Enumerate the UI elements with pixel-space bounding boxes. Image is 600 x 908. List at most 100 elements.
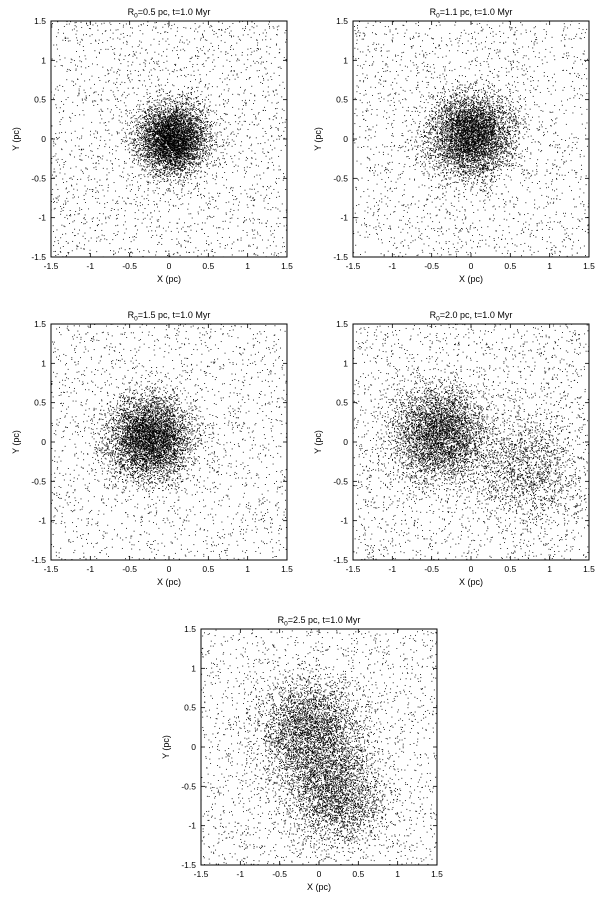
data-point (180, 121, 182, 123)
data-point (211, 152, 213, 154)
data-point (167, 167, 169, 169)
data-point (177, 127, 179, 129)
data-point (158, 133, 159, 135)
data-point (186, 144, 188, 146)
data-point (188, 131, 190, 133)
data-point (170, 144, 172, 146)
data-point (193, 148, 195, 150)
data-point (187, 123, 189, 125)
data-point (193, 152, 195, 154)
data-point (194, 108, 196, 110)
data-point (147, 133, 149, 135)
data-point (165, 161, 167, 162)
data-point (138, 139, 140, 141)
data-point (160, 113, 161, 115)
data-point (172, 135, 174, 137)
data-point (203, 133, 205, 134)
data-point (170, 141, 171, 143)
data-point (127, 144, 129, 146)
data-point (184, 126, 186, 128)
data-point (176, 144, 178, 146)
data-point (136, 138, 138, 140)
data-point (198, 149, 200, 151)
data-point (170, 126, 172, 128)
data-point (152, 123, 154, 125)
data-point (148, 121, 150, 123)
data-point (194, 158, 196, 160)
data-point (201, 127, 203, 129)
data-point (169, 145, 171, 147)
data-point (149, 134, 151, 135)
data-point (178, 121, 180, 123)
data-point (206, 112, 208, 114)
data-point (147, 174, 149, 176)
data-point (170, 103, 172, 105)
data-point (159, 139, 160, 140)
data-point (179, 128, 180, 130)
data-point (159, 138, 161, 140)
data-point (189, 140, 191, 141)
data-point (131, 138, 133, 140)
data-point (171, 144, 173, 146)
data-point (147, 131, 149, 133)
data-point (193, 118, 194, 120)
data-point (147, 151, 149, 153)
data-point (177, 146, 178, 148)
data-point (196, 138, 198, 140)
data-point (145, 134, 147, 136)
data-point (180, 138, 182, 140)
data-point (172, 122, 174, 124)
data-point (187, 182, 189, 184)
data-point (154, 153, 156, 155)
data-point (173, 157, 174, 159)
data-point (157, 150, 159, 152)
data-point (153, 180, 155, 181)
data-point (184, 109, 186, 111)
data-point (152, 110, 154, 111)
data-point (170, 122, 172, 124)
data-point (173, 180, 175, 182)
scatter-panel-1: R0=0.5 pc, t=1.0 Myr -1.5 -1 -0.5 0 0.5 1 1.5 -1… (8, 4, 293, 300)
data-point (178, 180, 180, 182)
data-point (142, 145, 144, 146)
data-point (131, 112, 133, 114)
data-point (159, 153, 161, 155)
data-point (137, 164, 139, 166)
data-point (200, 103, 201, 105)
data-point (167, 129, 169, 131)
data-point (165, 140, 167, 142)
data-point (158, 129, 160, 131)
data-point (133, 141, 135, 143)
data-point (160, 169, 162, 171)
data-point (162, 155, 164, 156)
data-point (142, 127, 143, 128)
data-point (175, 125, 177, 127)
data-point (200, 135, 201, 137)
data-point (156, 161, 158, 163)
data-point (188, 147, 190, 148)
data-point (173, 139, 175, 141)
data-point (206, 118, 208, 119)
data-point (173, 150, 175, 152)
data-point (183, 131, 185, 133)
data-point (199, 141, 201, 143)
data-point (175, 124, 176, 126)
data-point (195, 136, 197, 137)
data-point (189, 171, 190, 173)
data-point (217, 131, 219, 133)
data-point (198, 154, 200, 156)
data-point (175, 119, 177, 120)
data-point (159, 135, 161, 137)
data-point (142, 154, 143, 156)
data-point (153, 137, 155, 139)
data-point (191, 138, 193, 140)
data-point (162, 116, 164, 118)
data-point (168, 141, 169, 143)
data-point (167, 121, 169, 123)
data-point (165, 150, 166, 152)
data-point (207, 121, 209, 123)
data-point (166, 155, 168, 157)
data-point (206, 125, 208, 127)
data-point (196, 137, 198, 139)
data-point (166, 153, 168, 155)
